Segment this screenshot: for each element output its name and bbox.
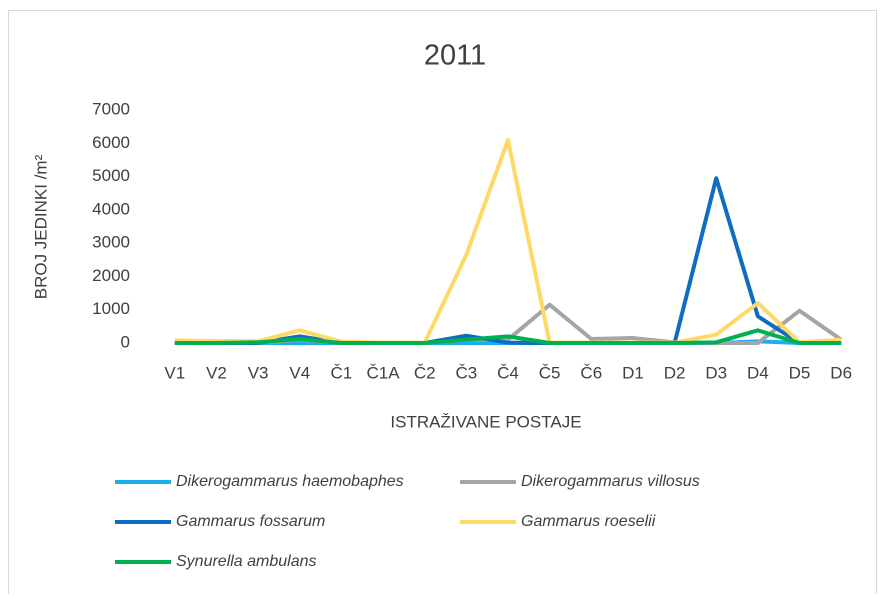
x-tick-label: D6: [830, 363, 852, 382]
x-tick-label: V2: [206, 363, 227, 382]
y-tick-label: 2000: [92, 266, 130, 285]
legend-label: Gammarus roeselii: [521, 513, 656, 530]
legend-label: Gammarus fossarum: [176, 513, 325, 530]
x-tick-label: V3: [248, 363, 269, 382]
x-tick-label: Č1A: [367, 363, 401, 382]
y-tick-label: 1000: [92, 299, 130, 318]
x-tick-label: Č1: [331, 363, 353, 382]
x-tick-label: Č6: [580, 363, 602, 382]
data-line: [174, 137, 842, 345]
data-line: [174, 176, 842, 345]
x-tick-label: Č3: [455, 363, 477, 382]
y-tick-label: 7000: [92, 99, 130, 118]
chart-frame: [8, 10, 877, 599]
x-tick-label: Č2: [414, 363, 436, 382]
legend-label: Dikerogammarus villosus: [521, 473, 700, 490]
x-tick-label: V4: [289, 363, 310, 382]
x-tick-label: D5: [789, 363, 811, 382]
y-tick-label: 6000: [92, 133, 130, 152]
y-tick-label: 3000: [92, 233, 130, 252]
x-tick-label: D1: [622, 363, 644, 382]
legend-label: Synurella ambulans: [176, 553, 317, 570]
x-tick-label: D3: [705, 363, 727, 382]
y-tick-label: 0: [121, 332, 130, 351]
x-tick-label: Č4: [497, 363, 519, 382]
data-line: [174, 328, 842, 345]
x-tick-label: D4: [747, 363, 769, 382]
chart-title: 2011: [424, 40, 486, 72]
x-axis-label: ISTRAŽIVANE POSTAJE: [390, 412, 581, 431]
y-axis-label: BROJ JEDINKI /m²: [31, 154, 50, 299]
x-tick-label: V1: [164, 363, 185, 382]
y-tick-label: 4000: [92, 199, 130, 218]
x-tick-label: D2: [664, 363, 686, 382]
x-tick-label: Č5: [539, 363, 561, 382]
y-tick-label: 5000: [92, 166, 130, 185]
legend-label: Dikerogammarus haemobaphes: [176, 473, 404, 490]
